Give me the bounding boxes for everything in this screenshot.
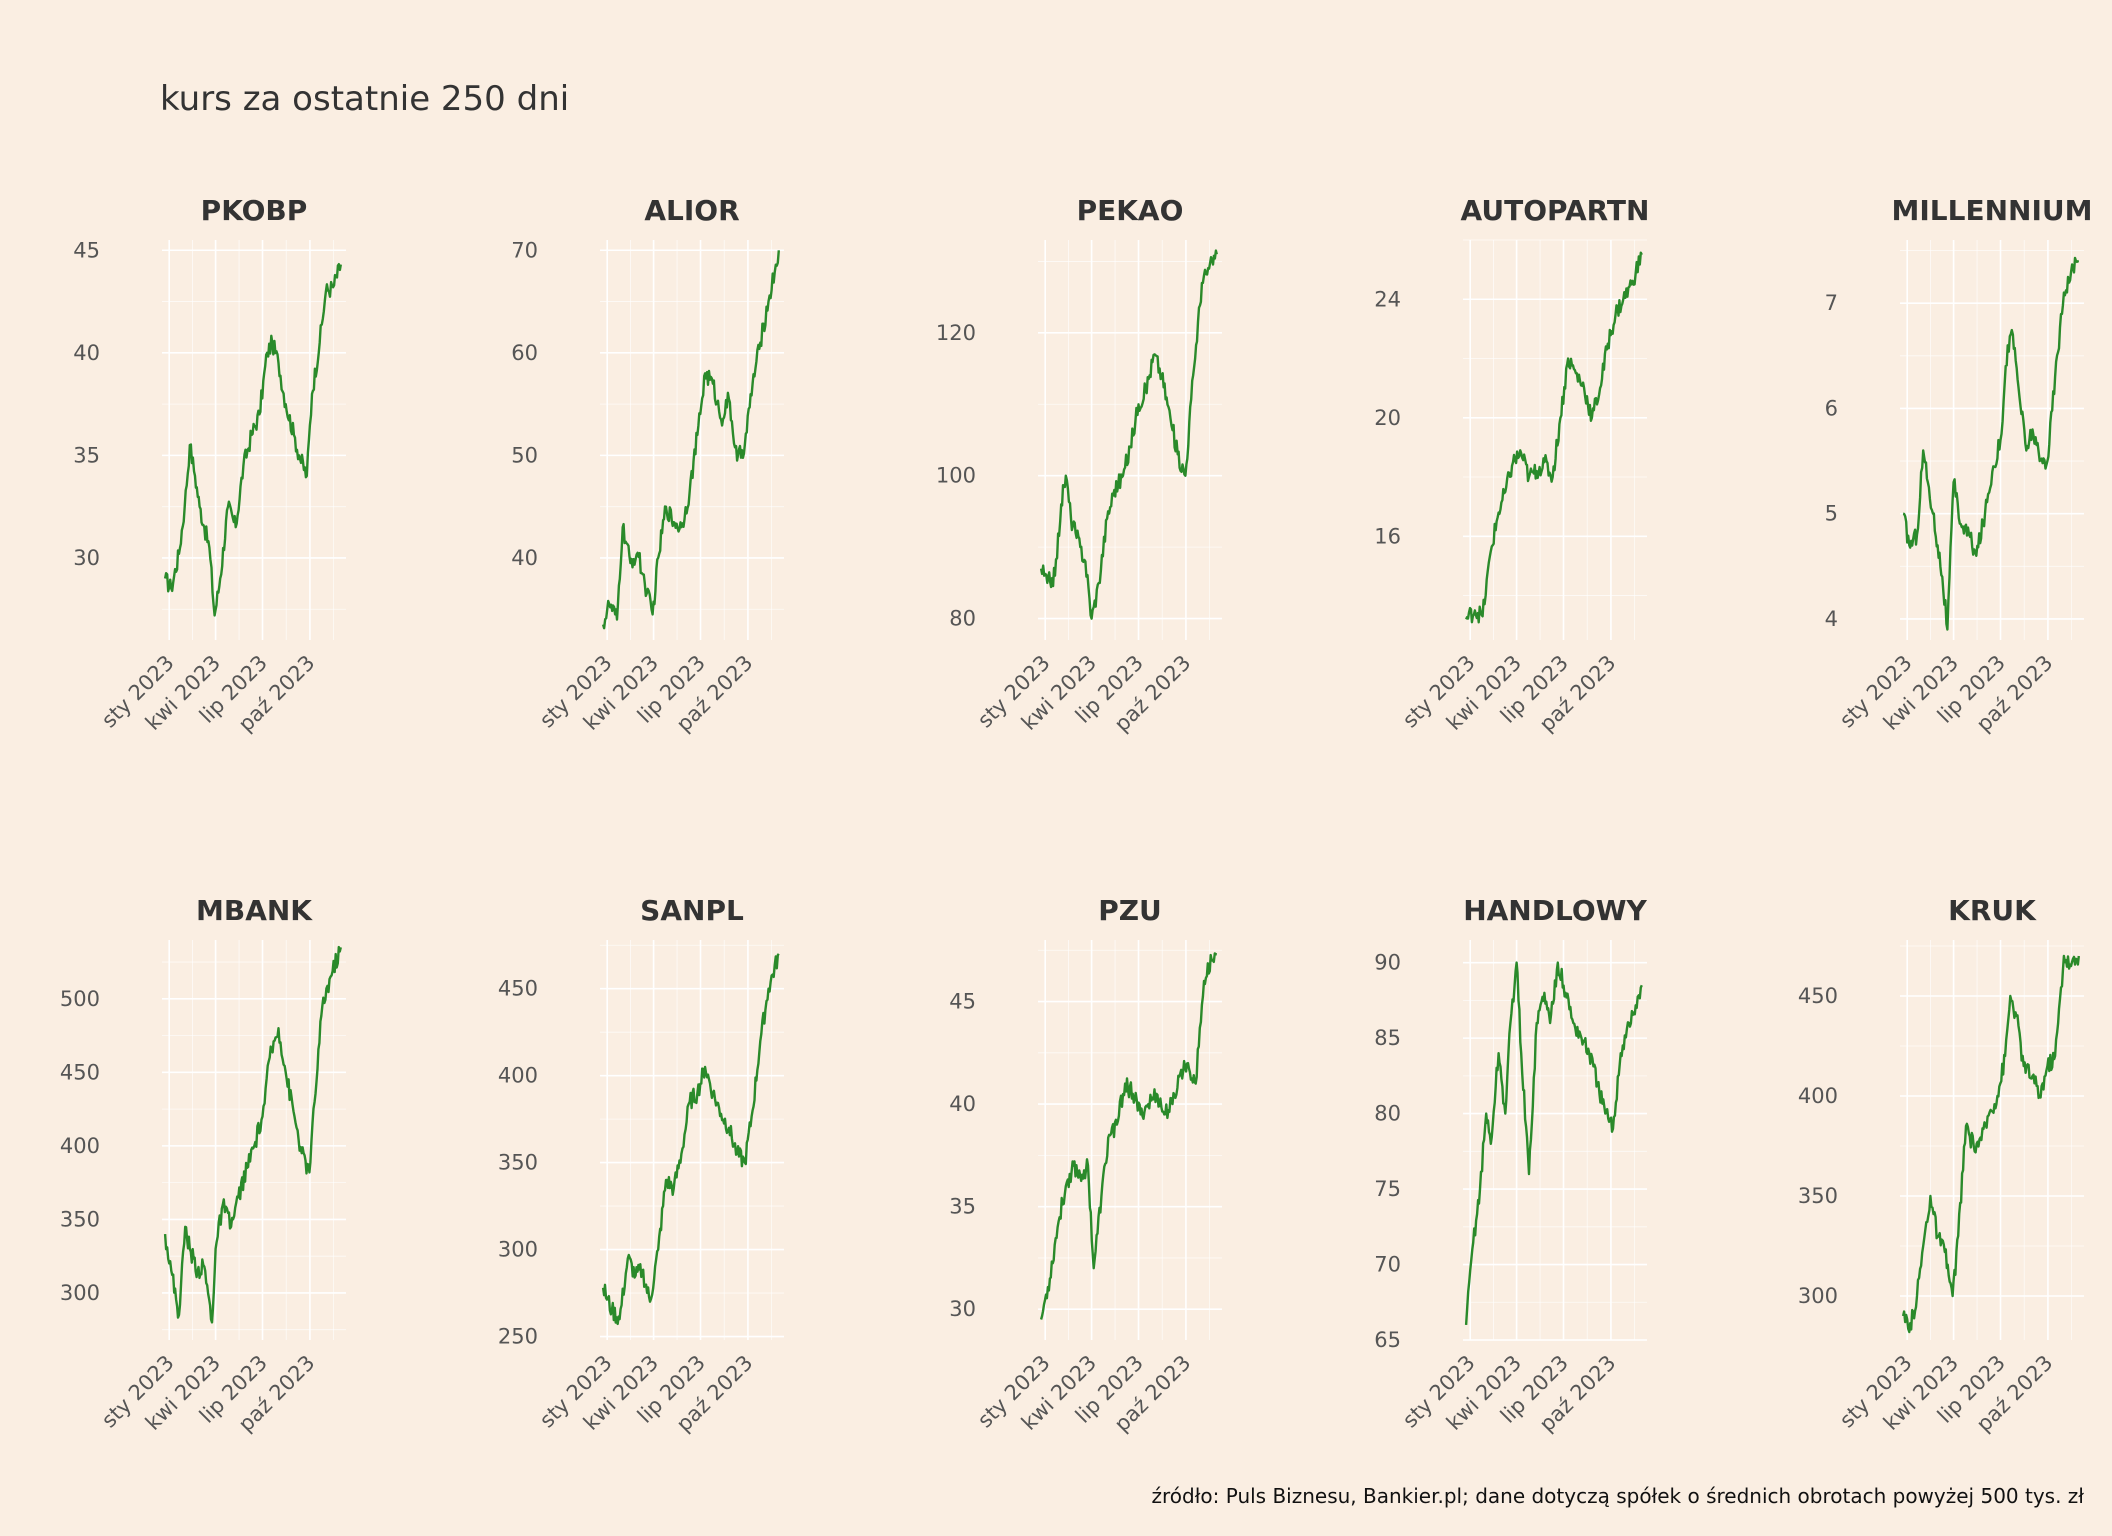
y-tick-label: 35 [949,1195,976,1219]
y-tick-label: 400 [1798,1084,1838,1108]
facet-title: PZU [1098,894,1162,927]
price-line-handlowy [1464,961,1643,1325]
y-tick-label: 80 [1374,1102,1401,1126]
facet-title: PEKAO [1077,194,1184,227]
price-line-alior [601,250,780,630]
y-tick-label: 350 [498,1151,538,1175]
y-tick-label: 85 [1374,1026,1401,1050]
y-tick-label: 45 [73,238,100,262]
price-line-mbank [163,945,342,1324]
chart-caption: źródło: Puls Biznesu, Bankier.pl; dane d… [1152,1484,2085,1508]
y-tick-label: 5 [1825,502,1838,526]
y-tick-label: 30 [73,546,100,570]
y-tick-label: 65 [1374,1328,1401,1352]
facet-title: AUTOPARTN [1461,194,1650,227]
facet-title: MBANK [196,894,313,927]
y-tick-label: 400 [60,1134,100,1158]
facet-title: MILLENNIUM [1892,194,2093,227]
y-tick-label: 80 [949,607,976,631]
y-tick-label: 24 [1374,287,1401,311]
y-tick-label: 40 [73,341,100,365]
price-line-millennium [1902,256,2080,631]
y-tick-label: 400 [498,1064,538,1088]
facet-title: KRUK [1948,894,2037,927]
facet-title: PKOBP [201,194,308,227]
y-tick-label: 100 [936,464,976,488]
y-tick-label: 60 [511,341,538,365]
y-tick-label: 45 [949,990,976,1014]
y-tick-label: 300 [60,1281,100,1305]
y-tick-label: 70 [1374,1253,1401,1277]
y-tick-label: 250 [498,1325,538,1349]
y-tick-label: 350 [1798,1184,1838,1208]
y-tick-label: 50 [511,443,538,467]
price-line-sanpl [601,953,780,1326]
y-tick-label: 40 [511,546,538,570]
y-tick-label: 75 [1374,1177,1401,1201]
y-tick-label: 30 [949,1297,976,1321]
y-tick-label: 120 [936,321,976,345]
y-tick-label: 4 [1825,607,1838,631]
y-tick-label: 20 [1374,406,1401,430]
price-line-pzu [1039,952,1218,1320]
y-tick-label: 450 [60,1060,100,1084]
facet-title: SANPL [640,894,744,927]
y-tick-label: 35 [73,443,100,467]
y-tick-label: 350 [60,1207,100,1231]
y-tick-label: 450 [498,977,538,1001]
y-tick-label: 300 [1798,1284,1838,1308]
chart-title: kurs za ostatnie 250 dni [160,79,569,119]
y-tick-label: 500 [60,987,100,1011]
price-line-kruk [1901,954,2080,1334]
y-tick-label: 450 [1798,984,1838,1008]
y-tick-label: 6 [1825,396,1838,420]
price-line-pekao [1039,249,1218,620]
y-tick-label: 40 [949,1092,976,1116]
facet-title: HANDLOWY [1463,894,1647,927]
y-tick-label: 70 [511,238,538,262]
facet-title: ALIOR [644,194,739,227]
y-tick-label: 7 [1825,291,1838,315]
price-line-autopartn [1465,251,1643,624]
y-tick-label: 300 [498,1238,538,1262]
y-tick-label: 16 [1374,524,1401,548]
y-tick-label: 90 [1374,951,1401,975]
price-line-pkobp [163,263,342,617]
